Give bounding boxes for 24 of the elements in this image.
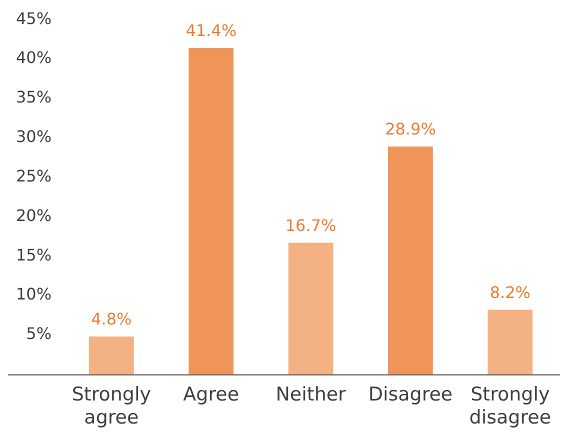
y-tick-label: 45% xyxy=(16,8,52,28)
x-tick-label: Strongly agree xyxy=(72,384,151,429)
data-label: 28.9% xyxy=(385,120,436,139)
y-tick-label: 10% xyxy=(16,284,52,304)
y-tick-label: 40% xyxy=(16,48,52,68)
y-tick-label: 30% xyxy=(16,127,52,146)
x-tick-label: Neither xyxy=(276,384,346,406)
x-tick-label: Strongly disagree xyxy=(469,384,552,429)
x-tick-label: Disagree xyxy=(368,384,453,406)
y-tick-label: 20% xyxy=(16,206,52,225)
y-tick-label: 25% xyxy=(16,166,52,186)
bar xyxy=(188,48,234,374)
data-label: 41.4% xyxy=(186,21,237,40)
data-label: 16.7% xyxy=(285,216,336,235)
data-label: 4.8% xyxy=(91,310,132,329)
y-tick-label: 35% xyxy=(16,88,52,107)
bar xyxy=(488,310,533,374)
bar xyxy=(88,336,134,374)
x-tick-label: Agree xyxy=(183,384,240,406)
bar xyxy=(288,242,334,374)
y-tick-label: 15% xyxy=(16,245,52,264)
y-tick-label: 5% xyxy=(26,324,52,344)
data-label: 8.2% xyxy=(490,282,530,302)
bar xyxy=(388,146,433,374)
